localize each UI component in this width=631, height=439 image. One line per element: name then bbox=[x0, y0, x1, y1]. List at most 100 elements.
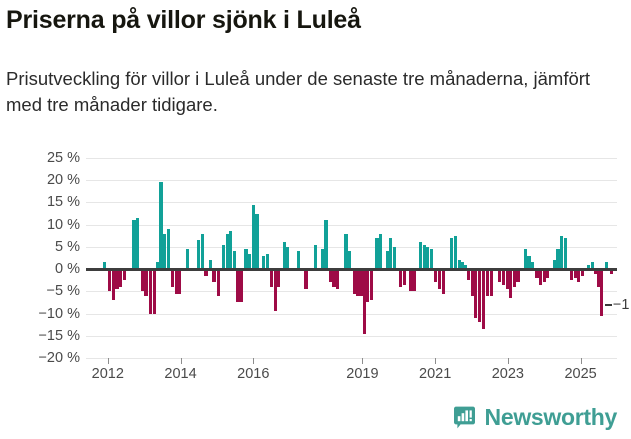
y-axis-tick-label: −15 % bbox=[38, 327, 80, 344]
x-axis-tick-label: 2014 bbox=[164, 366, 197, 382]
y-axis-tick-label: 10 % bbox=[46, 216, 80, 233]
gridline bbox=[86, 158, 617, 159]
bar-chart: 25 % 20 % 15 % 10 % 5 % 0 % −5 % −10 % −15 % −20 … bbox=[0, 148, 631, 388]
bar bbox=[392, 246, 396, 270]
x-axis-tick-label: 2016 bbox=[237, 366, 270, 382]
y-axis-tick-label: 25 % bbox=[46, 150, 80, 166]
newsworthy-logo: Newsworthy bbox=[452, 404, 617, 431]
bar bbox=[563, 238, 567, 270]
bar bbox=[204, 269, 208, 276]
bar bbox=[481, 269, 485, 330]
bar bbox=[498, 269, 502, 283]
y-axis-tick-label: −5 % bbox=[46, 283, 80, 300]
x-axis-tick-label: 2025 bbox=[564, 366, 597, 382]
bar bbox=[470, 269, 474, 296]
y-axis-tick-label: 5 % bbox=[55, 238, 80, 255]
bar bbox=[136, 218, 140, 270]
bar bbox=[457, 260, 461, 270]
bar bbox=[197, 240, 201, 270]
bar bbox=[408, 269, 412, 292]
bar bbox=[212, 269, 216, 283]
bar bbox=[597, 269, 601, 287]
bar bbox=[505, 269, 509, 290]
bar bbox=[460, 262, 464, 270]
bar bbox=[255, 213, 259, 270]
bar bbox=[144, 269, 148, 296]
bar bbox=[244, 249, 248, 270]
bar bbox=[236, 269, 240, 303]
bar bbox=[402, 269, 406, 285]
bar bbox=[378, 233, 383, 270]
x-axis-tick-label: 2023 bbox=[491, 366, 525, 382]
bar-chart-speech-bubble-icon bbox=[452, 405, 477, 430]
bar bbox=[132, 220, 136, 270]
brand-name: Newsworthy bbox=[484, 404, 618, 430]
bar bbox=[389, 238, 393, 270]
x-axis: 2012 2014 2016 2019 2021 2023 2025 bbox=[86, 358, 617, 394]
gridline bbox=[86, 224, 617, 226]
bar bbox=[437, 269, 442, 290]
x-axis-tick bbox=[507, 358, 509, 364]
bar bbox=[217, 269, 221, 296]
gridline bbox=[86, 313, 617, 315]
bar bbox=[489, 269, 494, 296]
bar bbox=[453, 235, 457, 270]
bar bbox=[304, 269, 308, 290]
bar bbox=[531, 262, 535, 270]
x-axis-tick bbox=[253, 358, 255, 364]
bar bbox=[166, 229, 170, 270]
bar bbox=[328, 269, 332, 283]
plot-area: −1 % bbox=[86, 158, 631, 359]
bar bbox=[352, 269, 356, 294]
bar bbox=[273, 269, 277, 312]
bar bbox=[265, 253, 269, 270]
y-axis-tick-label: 0 % bbox=[55, 261, 80, 278]
bar bbox=[474, 269, 478, 318]
bar bbox=[556, 249, 560, 270]
bar bbox=[590, 262, 594, 270]
bar bbox=[178, 269, 182, 294]
last-value-annotation: −1 % bbox=[604, 297, 631, 313]
bar bbox=[463, 264, 467, 270]
bar bbox=[122, 269, 126, 281]
bar bbox=[251, 204, 255, 270]
bar bbox=[441, 269, 445, 294]
bar bbox=[229, 231, 233, 270]
x-axis-tick bbox=[580, 358, 582, 364]
x-axis-tick bbox=[107, 358, 109, 364]
bar bbox=[501, 269, 506, 285]
bar bbox=[149, 269, 153, 314]
x-axis-tick bbox=[435, 358, 437, 364]
x-axis-tick-label: 2021 bbox=[419, 366, 452, 382]
gridline bbox=[86, 246, 617, 248]
bar bbox=[152, 269, 156, 314]
gridline bbox=[86, 335, 617, 337]
bar bbox=[159, 182, 163, 270]
bar bbox=[111, 269, 115, 301]
page-subtitle: Prisutveckling för villor i Luleå under … bbox=[6, 68, 591, 116]
bar bbox=[115, 269, 119, 290]
bar bbox=[225, 233, 229, 270]
bar bbox=[108, 269, 112, 292]
gridline bbox=[86, 358, 617, 359]
gridline bbox=[86, 291, 617, 293]
bar bbox=[277, 269, 281, 287]
bar bbox=[186, 249, 190, 270]
zero-baseline bbox=[86, 268, 617, 272]
page-title: Priserna på villor sjönk i Luleå bbox=[6, 6, 361, 34]
bar bbox=[313, 244, 317, 270]
bar bbox=[118, 269, 123, 287]
bar bbox=[170, 269, 175, 287]
bar bbox=[102, 262, 106, 270]
bar bbox=[261, 255, 266, 270]
bar bbox=[362, 269, 366, 334]
gridline bbox=[86, 180, 617, 182]
bar bbox=[569, 269, 574, 281]
bar bbox=[297, 251, 301, 270]
bar bbox=[247, 253, 251, 270]
y-axis-tick-label: 15 % bbox=[46, 194, 80, 211]
bar bbox=[527, 255, 531, 270]
bar bbox=[324, 220, 328, 270]
x-axis-tick bbox=[362, 358, 364, 364]
bar bbox=[320, 249, 324, 270]
